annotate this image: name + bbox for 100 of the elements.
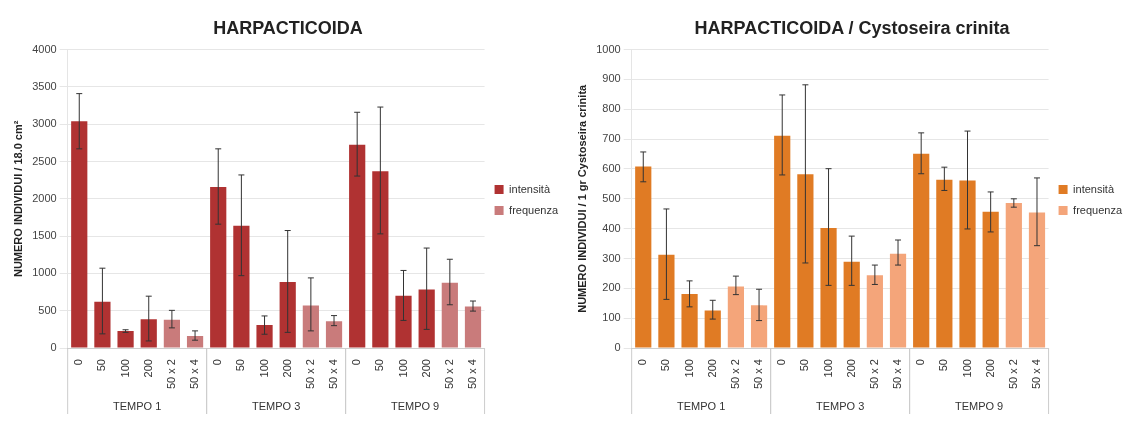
y-tick-label: 800 [602, 102, 621, 115]
x-tick-label: 100 [821, 359, 834, 378]
bar [256, 324, 273, 348]
y-tick-label: 0 [614, 341, 621, 354]
x-tick-label: 50 [659, 359, 672, 372]
x-tick-label: 200 [844, 359, 857, 378]
bar [279, 282, 296, 348]
text: TEMPO 3 [251, 400, 301, 413]
bar [1005, 203, 1022, 348]
bar [210, 186, 227, 348]
legend-label: frequenza [1073, 203, 1123, 216]
x-tick-label: 50 x 4 [327, 359, 340, 389]
bar [727, 286, 744, 348]
y-tick-label: 500 [602, 191, 621, 204]
bar [163, 319, 180, 348]
x-tick-label: 0 [350, 359, 363, 366]
x-tick-label: 50 x 2 [303, 359, 316, 389]
x-tick-label: 200 [141, 359, 154, 378]
x-tick-label: 50 x 2 [867, 359, 880, 389]
x-tick-label: 50 x 2 [442, 359, 455, 389]
y-tick-label: 600 [602, 162, 621, 175]
bar [372, 171, 389, 348]
bar [441, 282, 458, 348]
x-tick-label: 100 [118, 359, 131, 378]
bar [658, 254, 675, 348]
text: TEMPO 1 [113, 400, 162, 413]
bar [635, 166, 652, 348]
x-tick-label: 100 [396, 359, 409, 378]
bar [395, 295, 412, 348]
y-tick-label: 3000 [32, 117, 57, 130]
bar [866, 275, 883, 348]
bar [94, 301, 111, 348]
bar [681, 294, 698, 348]
bar [750, 305, 768, 348]
x-tick-label: 50 [373, 359, 386, 372]
y-tick-label: 200 [602, 281, 621, 294]
y-tick-label: 300 [602, 251, 621, 264]
y-tick-label: 900 [602, 72, 621, 85]
x-tick-label: 50 x 2 [728, 359, 741, 389]
x-tick-label: 200 [280, 359, 293, 378]
bar [117, 330, 134, 348]
y-tick-label: 1500 [32, 229, 57, 242]
bar [1028, 212, 1046, 348]
bar [820, 228, 837, 348]
bar [889, 253, 907, 348]
x-tick-label: 50 x 4 [752, 359, 765, 389]
x-tick-label: 200 [705, 359, 718, 378]
y-axis-title: NUMERO INDIVIDUI / 1 gr Cystoseira crinita [575, 83, 588, 313]
bar [140, 319, 157, 348]
y-tick-label: 400 [602, 221, 621, 234]
x-tick-label: 100 [257, 359, 270, 378]
x-tick-label: 100 [682, 359, 695, 378]
x-tick-label: 50 [937, 359, 950, 372]
bar [774, 135, 791, 348]
bar [464, 306, 482, 348]
bar [843, 261, 860, 348]
y-tick-label: 2000 [32, 191, 57, 204]
y-tick-label: 1000 [32, 266, 57, 279]
y-tick-label: 3500 [32, 79, 57, 92]
chart-title: HARPACTICOIDA / Cystoseira crinita [694, 17, 1011, 38]
y-tick-label: 4000 [32, 42, 57, 55]
x-tick-label: 50 [95, 359, 108, 372]
x-tick-label: 50 x 4 [891, 359, 904, 389]
text: TEMPO 9 [390, 400, 440, 413]
legend-label: frequenza [509, 203, 559, 216]
x-tick-label: 50 x 4 [466, 359, 479, 389]
x-tick-label: 50 x 4 [188, 359, 201, 389]
bar [302, 305, 319, 348]
bar [936, 179, 953, 348]
bar [349, 144, 366, 348]
x-tick-label: 0 [775, 359, 788, 366]
bar [797, 174, 814, 348]
chart-title: HARPACTICOIDA [213, 17, 363, 38]
y-tick-label: 700 [602, 132, 621, 145]
bar [186, 336, 204, 348]
x-tick-label: 50 [798, 359, 811, 372]
y-tick-label: 500 [38, 303, 57, 316]
x-tick-label: 0 [636, 359, 649, 366]
bar [71, 121, 88, 348]
x-tick-label: 0 [211, 359, 224, 366]
text: TEMPO 3 [815, 400, 865, 413]
bar [704, 310, 721, 348]
bar [418, 289, 435, 348]
y-axis-title: NUMERO INDIVIDUI / 18.0 cm² [11, 120, 24, 278]
x-tick-label: 200 [419, 359, 432, 378]
x-tick-label: 50 x 4 [1030, 359, 1043, 389]
bar [913, 153, 930, 348]
bar [959, 180, 976, 348]
text: TEMPO 1 [677, 400, 726, 413]
x-tick-label: 50 x 2 [164, 359, 177, 389]
y-tick-label: 2500 [32, 154, 57, 167]
bar [233, 225, 250, 348]
x-tick-label: 50 x 2 [1006, 359, 1019, 389]
bar [325, 321, 343, 348]
x-tick-label: 0 [914, 359, 927, 366]
legend-label: intensità [509, 182, 551, 195]
text: TEMPO 9 [954, 400, 1004, 413]
bar [982, 211, 999, 348]
x-tick-label: 50 [234, 359, 247, 372]
x-tick-label: 100 [960, 359, 973, 378]
